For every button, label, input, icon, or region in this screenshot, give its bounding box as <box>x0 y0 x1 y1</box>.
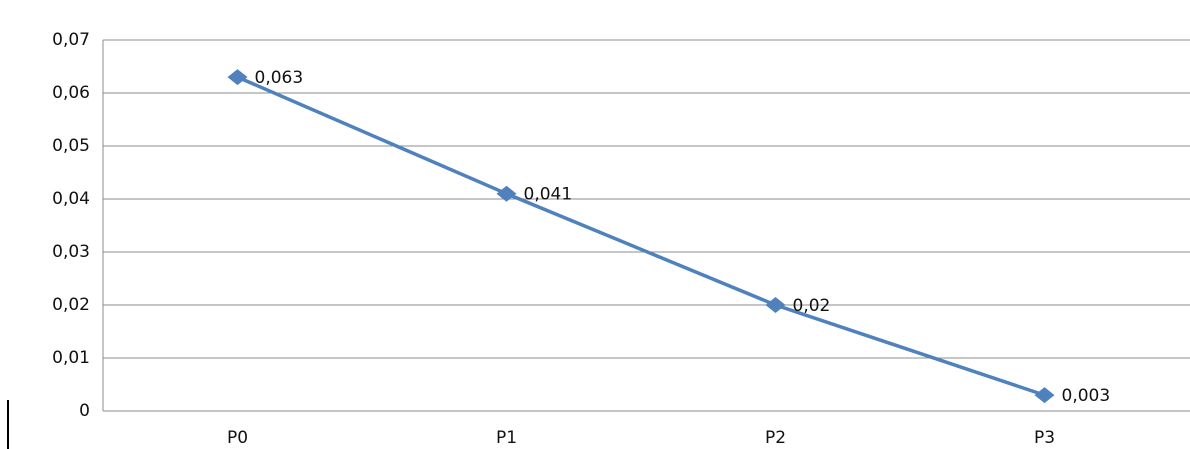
y-tick-label: 0,03 <box>52 242 90 262</box>
y-tick-label: 0,05 <box>52 136 90 156</box>
y-tick-label: 0,07 <box>52 30 90 50</box>
chart: 0 0,01 0,02 0,03 0,04 0,05 0,06 0,07 P0 P1 P2 P3 0,0… <box>0 0 1190 449</box>
y-tick-label: 0,04 <box>52 189 90 209</box>
data-label: 0,003 <box>1062 386 1111 406</box>
data-label: 0,041 <box>524 185 573 205</box>
point-marker <box>228 69 248 85</box>
y-tick-label: 0 <box>79 401 90 421</box>
data-label: 0,02 <box>793 296 831 316</box>
x-tick-label: P0 <box>227 428 248 448</box>
y-tick-label: 0,01 <box>52 348 90 368</box>
x-tick-label: P3 <box>1034 428 1055 448</box>
x-tick-label: P1 <box>496 428 517 448</box>
x-tick-label: P2 <box>765 428 786 448</box>
point-marker <box>1035 387 1055 403</box>
series-line <box>238 77 1045 395</box>
y-tick-label: 0,02 <box>52 295 90 315</box>
data-label: 0,063 <box>255 68 304 88</box>
y-tick-label: 0,06 <box>52 83 90 103</box>
point-marker <box>766 297 786 313</box>
